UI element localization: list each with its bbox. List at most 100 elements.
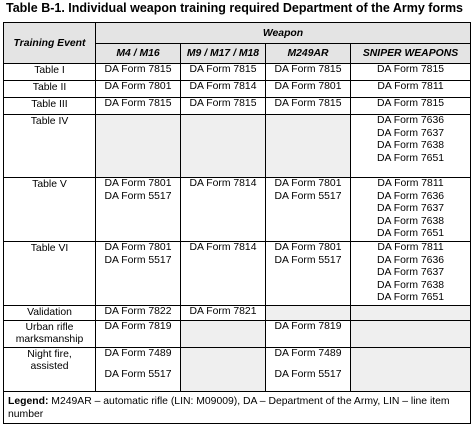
form-number: DA Form 7801 bbox=[104, 81, 172, 92]
table-caption: Table B-1. Individual weapon training re… bbox=[6, 1, 464, 15]
table-row: Urban rifle marksmanship DA Form 7819 DA Fo… bbox=[3, 319, 472, 348]
form-cell: DA Form 7801 DA Form 5517 bbox=[265, 177, 351, 242]
training-event-label: assisted bbox=[30, 360, 69, 372]
form-cell: DA Form 7815 bbox=[95, 97, 181, 115]
form-cell: DA Form 7814 bbox=[180, 177, 266, 242]
header-m9-m17-m18: M9 / M17 / M18 bbox=[180, 43, 266, 64]
form-cell: DA Form 7801 bbox=[265, 80, 351, 98]
form-cell: DA Form 7819 bbox=[265, 319, 351, 348]
form-number: DA Form 7815 bbox=[377, 64, 445, 75]
form-cell: DA Form 7801 DA Form 5517 bbox=[95, 177, 181, 242]
form-cell: DA Form 7815 bbox=[180, 97, 266, 115]
form-cell: DA Form 7811 DA Form 7636 DA Form 7637 DA F… bbox=[349, 177, 472, 242]
table-row: Table II DA Form 7801 DA Form 7814 DA Form … bbox=[3, 80, 472, 98]
form-cell: DA Form 7821 bbox=[180, 304, 266, 321]
header-sniper-weapons: SNIPER WEAPONS bbox=[349, 43, 472, 64]
table-body: Table I DA Form 7815 DA Form 7815 DA Form 7… bbox=[3, 63, 472, 392]
header-training-event: Training Event bbox=[3, 22, 96, 64]
training-event-cell: Table V bbox=[3, 177, 96, 242]
form-number: DA Form 7811 bbox=[377, 241, 444, 253]
form-number: DA Form 5517 bbox=[274, 190, 342, 202]
form-number: DA Form 7638 bbox=[377, 279, 445, 291]
training-event-label: Table VI bbox=[30, 242, 69, 254]
form-number: DA Form 7819 bbox=[104, 320, 172, 332]
table-row: Table V DA Form 7801 DA Form 5517 DA Form 7… bbox=[3, 177, 472, 242]
form-cell: DA Form 7815 bbox=[265, 97, 351, 115]
form-number: DA Form 7637 bbox=[377, 127, 445, 139]
form-cell: DA Form 7815 bbox=[349, 63, 472, 81]
form-cell bbox=[180, 114, 266, 178]
form-number: DA Form 7815 bbox=[274, 64, 342, 75]
form-cell bbox=[265, 304, 351, 321]
form-cell: DA Form 7489 DA Form 5517 bbox=[95, 346, 181, 392]
training-event-label: Table IV bbox=[30, 116, 69, 127]
form-number: DA Form 7815 bbox=[104, 64, 172, 75]
form-cell bbox=[180, 319, 266, 348]
training-event-label: Table V bbox=[32, 179, 67, 190]
form-number: DA Form 7811 bbox=[377, 81, 444, 92]
training-event-cell: Table IV bbox=[3, 114, 96, 178]
form-cell: DA Form 7489 DA Form 5517 bbox=[265, 346, 351, 392]
form-cell bbox=[265, 114, 351, 178]
form-cell: DA Form 7815 bbox=[265, 63, 351, 81]
form-cell bbox=[349, 319, 472, 348]
form-number: DA Form 5517 bbox=[274, 368, 342, 380]
form-number: DA Form 7815 bbox=[189, 64, 257, 75]
forms-table: Training Event Weapon M4 / M16 M9 / M17 … bbox=[2, 22, 472, 424]
form-number: DA Form 7801 bbox=[274, 81, 342, 92]
legend-text: M249AR – automatic rifle (LIN: M09009), … bbox=[8, 395, 450, 420]
form-cell: DA Form 7811 DA Form 7636 DA Form 7637 DA F… bbox=[349, 240, 472, 306]
form-number: DA Form 7489 bbox=[104, 347, 172, 359]
header-weapon: Weapon bbox=[94, 22, 472, 44]
training-event-label: marksmanship bbox=[15, 333, 84, 345]
form-cell: DA Form 7822 bbox=[95, 304, 181, 321]
form-number: DA Form 7821 bbox=[189, 305, 257, 317]
form-number: DA Form 7801 bbox=[104, 241, 172, 253]
form-number: DA Form 7815 bbox=[104, 98, 172, 109]
form-number: DA Form 7651 bbox=[377, 292, 445, 304]
form-number: DA Form 5517 bbox=[104, 190, 172, 202]
form-number: DA Form 7638 bbox=[377, 140, 445, 152]
form-number: DA Form 5517 bbox=[274, 254, 342, 266]
training-event-cell: Table VI bbox=[3, 240, 96, 306]
form-cell: DA Form 7819 bbox=[95, 319, 181, 348]
form-cell: DA Form 7801 DA Form 5517 bbox=[265, 240, 351, 306]
form-number: DA Form 7636 bbox=[377, 190, 445, 202]
form-cell: DA Form 7814 bbox=[180, 80, 266, 98]
form-number: DA Form 7651 bbox=[377, 228, 445, 240]
training-event-cell: Validation bbox=[3, 304, 96, 321]
form-number: DA Form 7636 bbox=[377, 254, 445, 266]
form-number: DA Form 7815 bbox=[274, 98, 342, 109]
form-cell: DA Form 7636 DA Form 7637 DA Form 7638 DA F… bbox=[349, 114, 472, 178]
table-row: Table III DA Form 7815 DA Form 7815 DA Form… bbox=[3, 97, 472, 115]
table-row: Table VI DA Form 7801 DA Form 5517 DA Form … bbox=[3, 240, 472, 306]
training-event-label: Table III bbox=[31, 99, 68, 110]
form-number: DA Form 7801 bbox=[104, 178, 172, 189]
training-event-label: Validation bbox=[27, 306, 72, 318]
header-m249ar: M249AR bbox=[265, 43, 351, 64]
form-number: DA Form 7638 bbox=[377, 215, 445, 227]
training-event-label: Urban rifle bbox=[25, 321, 74, 333]
header-m4-m16: M4 / M16 bbox=[95, 43, 181, 64]
legend: Legend: M249AR – automatic rifle (LIN: M… bbox=[2, 390, 472, 424]
training-event-cell: Table II bbox=[3, 80, 96, 98]
form-number: DA Form 7815 bbox=[377, 98, 445, 109]
table-row: Table IV DA Form 7636 DA Form 7637 DA Form … bbox=[3, 114, 472, 178]
line-gap bbox=[96, 361, 180, 369]
training-event-cell: Table III bbox=[3, 97, 96, 115]
form-number: DA Form 7811 bbox=[377, 178, 444, 189]
form-number: DA Form 7815 bbox=[189, 98, 257, 109]
form-cell bbox=[349, 304, 472, 321]
table-row: Validation DA Form 7822 DA Form 7821 bbox=[3, 304, 472, 321]
form-number: DA Form 7801 bbox=[274, 241, 342, 253]
form-cell: DA Form 7811 bbox=[349, 80, 472, 98]
table-row: Table I DA Form 7815 DA Form 7815 DA Form 7… bbox=[3, 63, 472, 81]
training-event-label: Night fire, bbox=[27, 348, 72, 360]
form-number: DA Form 7814 bbox=[189, 81, 257, 92]
form-number: DA Form 7636 bbox=[377, 115, 445, 126]
form-cell: DA Form 7815 bbox=[180, 63, 266, 81]
form-number: DA Form 7822 bbox=[104, 305, 172, 317]
form-cell: DA Form 7815 bbox=[349, 97, 472, 115]
table-row: Night fire, assisted DA Form 7489 DA Form 5… bbox=[3, 346, 472, 392]
form-number: DA Form 7819 bbox=[274, 320, 342, 332]
